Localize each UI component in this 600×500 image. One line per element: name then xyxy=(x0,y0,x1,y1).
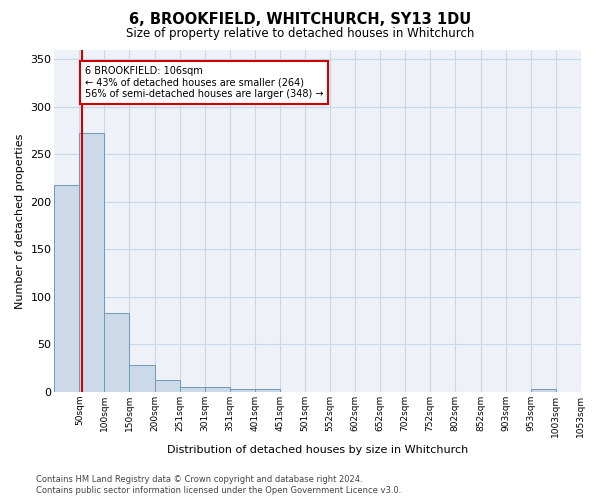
Bar xyxy=(205,387,230,392)
Text: Size of property relative to detached houses in Whitchurch: Size of property relative to detached ho… xyxy=(126,28,474,40)
Bar xyxy=(255,389,280,392)
Text: Contains HM Land Registry data © Crown copyright and database right 2024.: Contains HM Land Registry data © Crown c… xyxy=(36,475,362,484)
X-axis label: Distribution of detached houses by size in Whitchurch: Distribution of detached houses by size … xyxy=(167,445,468,455)
Bar xyxy=(130,365,155,392)
Bar xyxy=(180,387,205,392)
Bar xyxy=(155,380,180,392)
Text: Contains public sector information licensed under the Open Government Licence v3: Contains public sector information licen… xyxy=(36,486,401,495)
Bar xyxy=(79,132,104,392)
Bar xyxy=(230,389,255,392)
Bar xyxy=(104,313,130,392)
Y-axis label: Number of detached properties: Number of detached properties xyxy=(15,133,25,308)
Bar xyxy=(55,185,79,392)
Text: 6, BROOKFIELD, WHITCHURCH, SY13 1DU: 6, BROOKFIELD, WHITCHURCH, SY13 1DU xyxy=(129,12,471,28)
Bar xyxy=(530,389,556,392)
Text: 6 BROOKFIELD: 106sqm
← 43% of detached houses are smaller (264)
56% of semi-deta: 6 BROOKFIELD: 106sqm ← 43% of detached h… xyxy=(85,66,323,100)
